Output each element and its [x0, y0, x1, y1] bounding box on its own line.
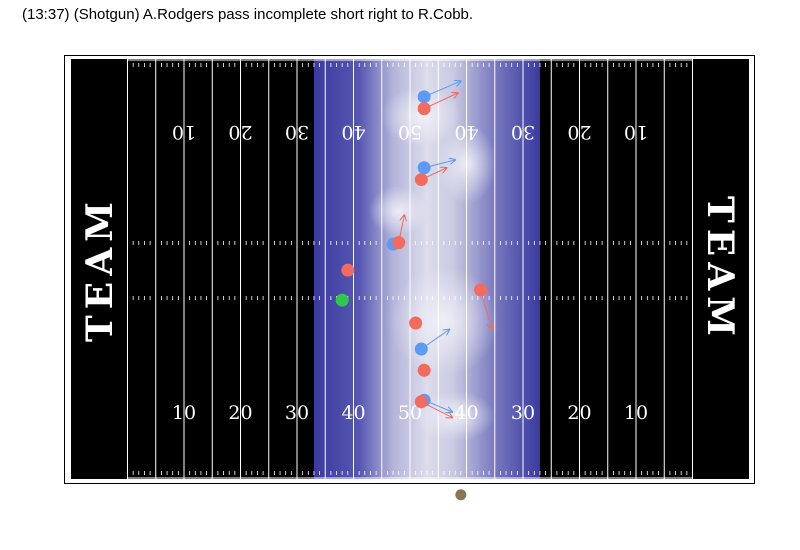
density-blob	[368, 186, 429, 237]
yard-number-bottom: 30	[511, 402, 535, 424]
defense-player-point	[414, 395, 428, 409]
players-layer	[335, 81, 492, 501]
yard-number-top: 40	[454, 121, 478, 143]
yard-number-top: 20	[567, 121, 591, 143]
yard-numbers: 10 20 30 40 50 40 30 20 10 10 20 30 40 50 40 30 20 10	[172, 121, 648, 424]
football-point	[455, 489, 467, 501]
offense-player-point	[417, 161, 431, 175]
yard-number-bottom: 10	[172, 402, 196, 424]
offense-player-point	[414, 342, 428, 356]
defense-player-point	[417, 363, 431, 377]
end-zone-label-right: TEAM	[699, 196, 741, 342]
yard-number-bottom: 50	[398, 402, 422, 424]
motion-arrow	[480, 289, 492, 329]
density-band	[313, 59, 540, 479]
yard-number-bottom: 40	[454, 402, 478, 424]
yard-number-bottom: 40	[341, 402, 365, 424]
defense-player-point	[474, 283, 488, 297]
play-description: (13:37) (Shotgun) A.Rodgers pass incompl…	[22, 6, 474, 23]
motion-arrow	[423, 81, 461, 98]
yard-number-top: 10	[172, 121, 196, 143]
yard-number-top: 40	[341, 121, 365, 143]
yard-number-bottom: 20	[567, 402, 591, 424]
yard-number-bottom: 30	[285, 402, 309, 424]
yard-number-bottom: 20	[228, 402, 252, 424]
quarterback-point	[335, 293, 349, 307]
density-blob	[388, 266, 499, 377]
yard-number-top: 20	[228, 121, 252, 143]
defense-player-point	[414, 173, 428, 187]
defense-player-point	[417, 102, 431, 116]
yard-number-top: 30	[511, 121, 535, 143]
offense-player-point	[417, 90, 431, 104]
yard-number-bottom: 10	[624, 402, 648, 424]
defense-player-point	[392, 236, 406, 250]
yard-number-top: 30	[285, 121, 309, 143]
end-zone-label-left: TEAM	[79, 196, 121, 342]
density-blob	[381, 86, 462, 147]
yard-number-top: 50	[398, 121, 422, 143]
density-blob	[415, 390, 496, 441]
defense-player-point	[409, 316, 423, 330]
defense-player-point	[341, 263, 355, 277]
yard-number-top: 10	[624, 121, 648, 143]
